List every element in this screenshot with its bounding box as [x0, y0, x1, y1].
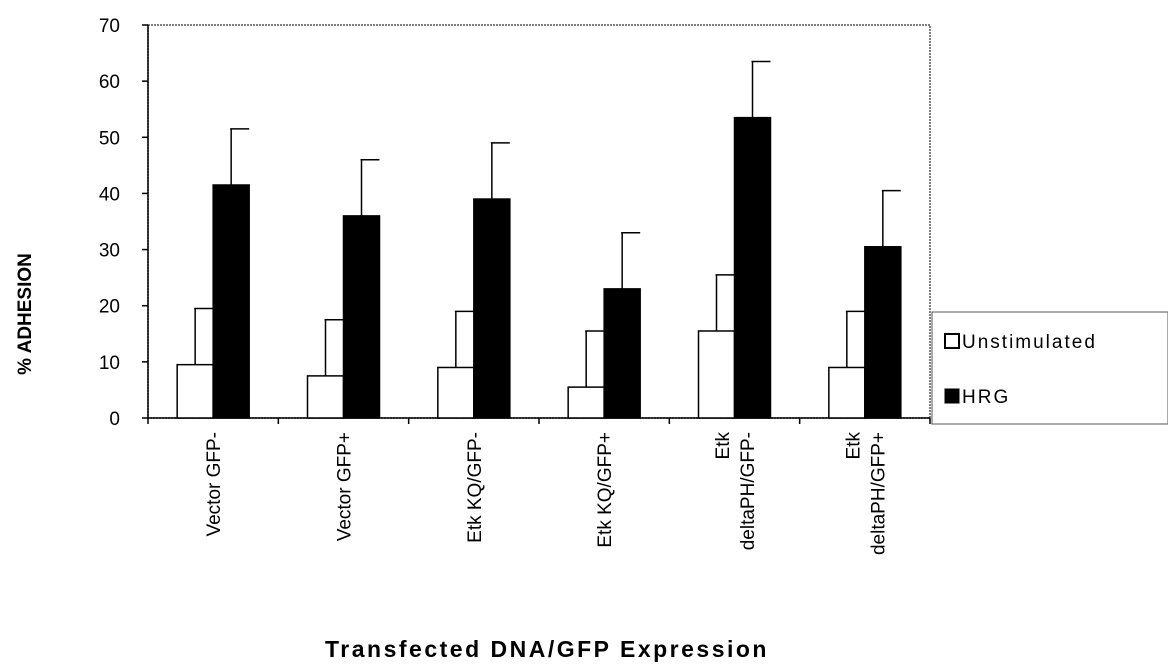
bars: [176, 116, 902, 419]
legend: Unstimulated HRG: [931, 311, 1168, 425]
bar-unstimulated: [437, 366, 475, 419]
category-label: Etk: [843, 432, 864, 460]
bar-hrg: [212, 184, 250, 419]
y-tick-label: 10: [99, 353, 120, 374]
y-tick-label: 30: [99, 241, 120, 262]
y-tick-label: 40: [99, 184, 120, 205]
y-tick-label: 60: [99, 72, 120, 93]
legend-swatch-unstimulated: [944, 333, 960, 349]
legend-box: [931, 311, 1168, 425]
bar-hrg: [733, 116, 772, 419]
bar-hrg: [473, 198, 511, 419]
y-tick-label: 50: [99, 128, 120, 149]
category-label: Etk KQ/GFP+: [595, 432, 616, 548]
category-label: deltaPH/GFP-: [738, 432, 759, 550]
y-tick-label: 20: [99, 297, 120, 318]
error-bars: [194, 60, 901, 388]
category-label: deltaPH/GFP+: [868, 432, 889, 555]
x-axis: [147, 417, 931, 424]
plot-area: [147, 24, 931, 419]
bar-unstimulated: [306, 375, 345, 419]
bar-hrg: [864, 246, 902, 419]
legend-label-hrg: HRG: [962, 387, 1010, 408]
y-tick-label: 0: [109, 409, 120, 430]
category-label: Etk: [713, 432, 734, 460]
bar-unstimulated: [828, 366, 866, 419]
legend-swatch-hrg: [944, 388, 960, 404]
category-label: Vector GFP-: [204, 432, 225, 537]
category-labels: Vector GFP- Vector GFP+ Etk KQ/GFP- Etk KQ/…: [204, 432, 889, 556]
bar-unstimulated: [697, 330, 736, 419]
bar-hrg: [603, 288, 641, 419]
category-label: Vector GFP+: [335, 432, 356, 541]
bar-unstimulated: [176, 363, 214, 419]
category-label: Etk KQ/GFP-: [465, 432, 486, 543]
bar-hrg: [342, 215, 381, 419]
x-axis-title: Transfected DNA/GFP Expression: [325, 636, 769, 662]
y-axis: 0 10 20 30 40 50 60 70: [99, 16, 149, 430]
bar-unstimulated: [567, 386, 605, 419]
y-tick-label: 70: [99, 16, 120, 37]
y-axis-title: % ADHESION: [15, 253, 36, 375]
legend-label-unstimulated: Unstimulated: [962, 332, 1097, 353]
